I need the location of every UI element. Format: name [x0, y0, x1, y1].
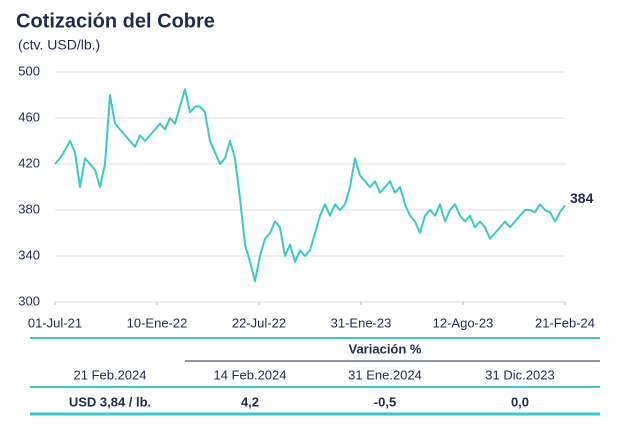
x-tick-label: 21-Feb-24 [535, 315, 595, 330]
group-header: Variación % [349, 341, 422, 356]
x-tick-label: 22-Jul-22 [232, 315, 286, 330]
column-header: 14 Feb.2024 [213, 367, 286, 382]
cell: 4,2 [241, 394, 259, 409]
x-tick-label: 10-Ene-22 [127, 315, 188, 330]
table: Variación % 21 Feb.2024 14 Feb.2024 31 E… [30, 337, 600, 416]
chart-subtitle: (ctv. USD/lb.) [18, 37, 100, 53]
price-line [54, 88, 566, 283]
y-tick-label: 420 [18, 155, 40, 170]
chart-title: Cotización del Cobre [16, 10, 215, 32]
cell: -0,5 [374, 394, 396, 409]
column-header: 21 Feb.2024 [73, 367, 146, 382]
column-header: 31 Ene.2024 [348, 367, 422, 382]
end-label: 384 [570, 190, 594, 206]
y-tick-label: 340 [18, 247, 40, 262]
y-tick-label: 500 [18, 63, 40, 78]
x-tick-label: 12-Ago-23 [433, 315, 494, 330]
plot: 300 340 380 420 460 500 01-Jul-21 10-Ene-22 22-J… [18, 63, 595, 330]
cell: USD 3,84 / lb. [69, 394, 151, 409]
x-tick-label: 01-Jul-21 [28, 315, 82, 330]
y-tick-label: 460 [18, 109, 40, 124]
x-tick-label: 31-Ene-23 [331, 315, 392, 330]
y-tick-label: 300 [18, 293, 40, 308]
cell: 0,0 [511, 394, 529, 409]
y-tick-label: 380 [18, 201, 40, 216]
column-header: 31 Dic.2023 [485, 367, 554, 382]
